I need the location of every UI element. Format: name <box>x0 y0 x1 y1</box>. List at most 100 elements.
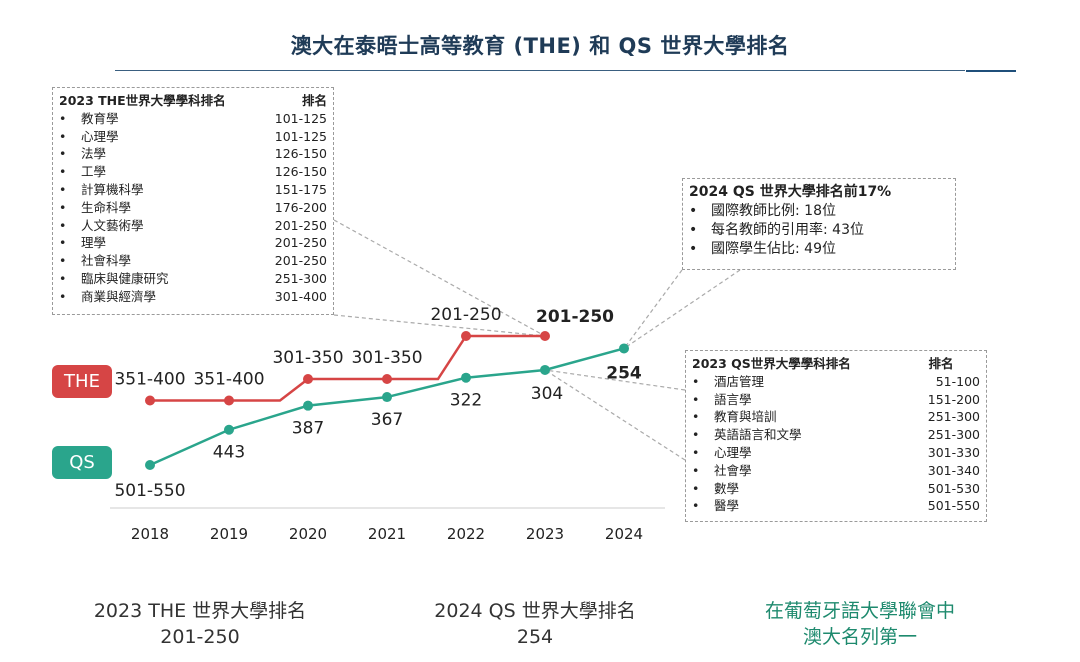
callout-connector <box>623 269 741 349</box>
qs-top-item: 每名教師的引用率: 43位 <box>711 222 864 238</box>
bullet-marker: • <box>59 181 67 197</box>
qs-subject-name: 酒店管理 <box>714 373 765 389</box>
qs-top-header: 2024 QS 世界大學排名前17% <box>689 184 892 200</box>
data-label-qs: 322 <box>450 391 482 411</box>
the-subject-name: 商業與經濟學 <box>81 288 157 304</box>
the-subject-row: • 計算機科學 151-175 <box>59 181 327 199</box>
qs-top-metrics-box: 2024 QS 世界大學排名前17% • 國際教師比例: 18位 • 每名教師的引用率… <box>682 178 956 270</box>
the-subject-name: 臨床與健康研究 <box>81 270 169 286</box>
x-tick-label: 2020 <box>289 525 327 543</box>
the-subject-rank: 176-200 <box>274 199 327 215</box>
bullet-marker: • <box>59 217 67 233</box>
the-subject-rank: 126-150 <box>274 146 327 162</box>
qs-subject-rank: 301-340 <box>927 462 980 478</box>
x-tick-label: 2022 <box>447 525 485 543</box>
data-label-the: 351-400 <box>114 370 185 390</box>
the-subject-row: • 教育學 101-125 <box>59 110 327 128</box>
the-subject-row: • 工學 126-150 <box>59 163 327 181</box>
data-label-qs: 254 <box>606 363 642 383</box>
bullet-marker: • <box>59 199 67 215</box>
the-subject-rank: 101-125 <box>274 128 327 144</box>
the-subject-row: • 理學 201-250 <box>59 234 327 252</box>
data-point-the <box>382 374 392 384</box>
bullet-marker: • <box>59 128 67 144</box>
the-subject-name: 生命科學 <box>81 199 132 215</box>
bullet-marker: • <box>692 373 700 389</box>
bullet-marker: • <box>59 164 67 180</box>
data-label-the: 201-250 <box>430 305 501 325</box>
x-tick-label: 2019 <box>210 525 248 543</box>
bullet-marker: • <box>59 253 67 269</box>
the-subject-rankings-box: 2023 THE世界大學學科排名 排名 • 教育學 101-125 • 心理學 101-1… <box>52 87 334 315</box>
qs-subject-name: 語言學 <box>714 391 752 407</box>
the-subject-header-row: 2023 THE世界大學學科排名 排名 <box>59 92 327 110</box>
data-label-qs: 304 <box>531 384 563 404</box>
the-subject-rank: 251-300 <box>274 270 327 286</box>
the-subject-row: • 生命科學 176-200 <box>59 199 327 217</box>
qs-subject-row: • 教育與培訓 251-300 <box>692 408 980 426</box>
qs-subject-rank: 501-550 <box>927 498 980 514</box>
data-point-the <box>145 395 155 406</box>
summary-qs: 2024 QS 世界大學排名 254 <box>395 598 675 650</box>
the-subject-row: • 臨床與健康研究 251-300 <box>59 270 327 288</box>
bullet-marker: • <box>689 222 698 238</box>
summary-association: 在葡萄牙語大學聯會中 澳大名列第一 <box>710 598 1010 650</box>
bullet-marker: • <box>59 235 67 251</box>
bullet-marker: • <box>59 288 67 304</box>
bullet-marker: • <box>692 462 700 478</box>
legend-the-badge: THE <box>52 365 112 398</box>
bullet-marker: • <box>692 480 700 496</box>
data-label-the: 301-350 <box>351 348 422 368</box>
qs-subject-row: • 酒店管理 51-100 <box>692 373 980 391</box>
bullet-marker: • <box>59 110 67 126</box>
data-point-qs <box>382 392 392 403</box>
qs-subject-rank: 251-300 <box>927 427 980 443</box>
data-label-qs: 443 <box>213 443 245 463</box>
data-point-qs <box>461 372 471 383</box>
the-subject-name: 法學 <box>81 146 107 162</box>
the-subject-rank: 301-400 <box>274 288 327 304</box>
the-subject-rank: 101-125 <box>274 110 327 126</box>
data-label-the: 351-400 <box>193 370 264 390</box>
qs-subject-row: • 心理學 301-330 <box>692 444 980 462</box>
qs-top-item: 國際學生佔比: 49位 <box>711 241 836 257</box>
qs-subject-name: 英語語言和文學 <box>714 427 802 443</box>
qs-subject-name: 教育與培訓 <box>714 409 777 425</box>
bullet-marker: • <box>692 391 700 407</box>
the-subject-rank: 151-175 <box>274 181 327 197</box>
qs-subject-header-row: 2023 QS世界大學學科排名 排名 <box>692 355 980 373</box>
bullet-marker: • <box>692 498 700 514</box>
qs-subject-rank: 151-200 <box>927 391 980 407</box>
the-subject-row: • 法學 126-150 <box>59 145 327 163</box>
bullet-marker: • <box>59 146 67 162</box>
title-divider-accent <box>966 70 1016 72</box>
data-point-qs <box>540 364 550 375</box>
summary-association-line1: 在葡萄牙語大學聯會中 <box>764 600 955 622</box>
legend-qs-badge: QS <box>52 446 112 479</box>
qs-subject-name: 數學 <box>714 480 740 496</box>
data-label-the: 201-250 <box>536 307 614 327</box>
data-point-qs <box>145 460 155 470</box>
data-point-the <box>224 395 234 406</box>
qs-subject-rank: 301-330 <box>927 444 980 460</box>
summary-association-line2: 澳大名列第一 <box>802 626 917 648</box>
x-tick-label: 2023 <box>526 525 564 543</box>
the-subject-name: 計算機科學 <box>81 181 144 197</box>
qs-subject-name: 社會學 <box>714 462 752 478</box>
data-point-qs <box>303 400 313 411</box>
data-point-the <box>303 374 313 384</box>
the-subject-rank-header: 排名 <box>301 93 327 108</box>
qs-subject-row: • 英語語言和文學 251-300 <box>692 426 980 444</box>
bullet-marker: • <box>689 203 698 219</box>
qs-subject-rankings-box: 2023 QS世界大學學科排名 排名 • 酒店管理 51-100 • 語言學 151-20… <box>685 350 987 522</box>
x-tick-label: 2021 <box>368 525 406 543</box>
qs-subject-rank: 501-530 <box>927 480 980 496</box>
the-subject-row: • 心理學 101-125 <box>59 128 327 146</box>
x-axis-ticks: 2018 2019 2020 2021 2022 2023 2024 <box>131 525 643 543</box>
qs-top-item: 國際教師比例: 18位 <box>711 203 836 219</box>
callout-connector <box>333 314 546 337</box>
chart-series <box>145 331 629 470</box>
the-subject-row: • 商業與經濟學 301-400 <box>59 288 327 306</box>
qs-subject-row: • 語言學 151-200 <box>692 391 980 409</box>
